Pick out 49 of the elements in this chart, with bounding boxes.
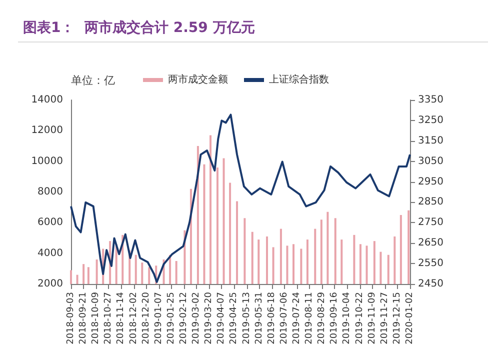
- y2-tick-label: 3350: [418, 94, 444, 106]
- x-tick-label: 2019-11-09: [367, 292, 378, 344]
- x-tick-label: 2019-10-22: [354, 292, 365, 344]
- x-tick-label: 2019-11-27: [380, 292, 390, 344]
- chart-title: 图表1： 两市成交合计 2.59 万亿元: [23, 19, 255, 36]
- y2-tick-label: 3050: [418, 156, 444, 167]
- x-tick-label: 2019-08-29: [317, 292, 328, 344]
- x-tick-label: 2019-04-25: [229, 292, 240, 344]
- x-tick-label: 2020-01-02: [405, 292, 415, 344]
- y-tick-label: 6000: [38, 217, 63, 228]
- x-tick-label: 2019-05-31: [254, 292, 264, 344]
- y-tick-label: 2000: [38, 278, 63, 290]
- x-tick-label: 2019-10-04: [342, 292, 352, 344]
- x-tick-label: 2019-03-20: [204, 292, 214, 344]
- x-tick-label: 2019-02-12: [179, 292, 189, 344]
- y2-tick-label: 2750: [418, 217, 444, 228]
- x-tick-label: 2019-01-25: [166, 292, 176, 344]
- x-tick-label: 2018-09-21: [78, 292, 89, 344]
- x-tick-label: 2018-11-14: [116, 292, 126, 344]
- x-tick-label: 2019-09-16: [330, 292, 340, 344]
- y2-tick-label: 2950: [418, 176, 444, 188]
- y-tick-label: 10000: [31, 156, 63, 167]
- x-tick-label: 2019-07-06: [279, 292, 290, 344]
- y2-tick-label: 2550: [418, 258, 444, 270]
- x-tick-label: 2019-08-11: [304, 292, 315, 344]
- x-tick-label: 2019-12-15: [392, 292, 402, 344]
- y-tick-label: 4000: [38, 248, 63, 259]
- y2-tick-label: 3250: [418, 114, 444, 126]
- y-tick-label: 8000: [38, 186, 63, 198]
- x-tick-label: 2019-06-18: [266, 292, 277, 344]
- x-tick-label: 2018-12-02: [128, 292, 139, 344]
- legend-label: 两市成交金额: [168, 74, 228, 86]
- x-tick-label: 2018-09-03: [66, 292, 76, 344]
- y-axis-title: 单位：亿: [71, 74, 115, 87]
- y-tick-label: 14000: [31, 94, 63, 106]
- y-tick-label: 12000: [31, 125, 63, 136]
- legend-label: 上证综合指数: [269, 74, 329, 86]
- x-tick-label: 2019-01-07: [154, 292, 164, 344]
- x-tick-label: 2019-04-07: [216, 292, 227, 344]
- x-tick-label: 2018-12-20: [141, 292, 152, 344]
- y2-tick-label: 2850: [418, 196, 444, 208]
- y2-tick-label: 3150: [418, 135, 444, 146]
- x-tick-label: 2019-05-13: [242, 292, 252, 344]
- x-tick-label: 2019-07-24: [292, 292, 302, 344]
- y2-tick-label: 2650: [418, 238, 444, 249]
- y2-tick-label: 2450: [418, 278, 444, 290]
- x-tick-label: 2018-10-09: [91, 292, 102, 344]
- x-tick-label: 2018-10-27: [104, 292, 114, 344]
- x-tick-label: 2019-03-02: [192, 292, 202, 344]
